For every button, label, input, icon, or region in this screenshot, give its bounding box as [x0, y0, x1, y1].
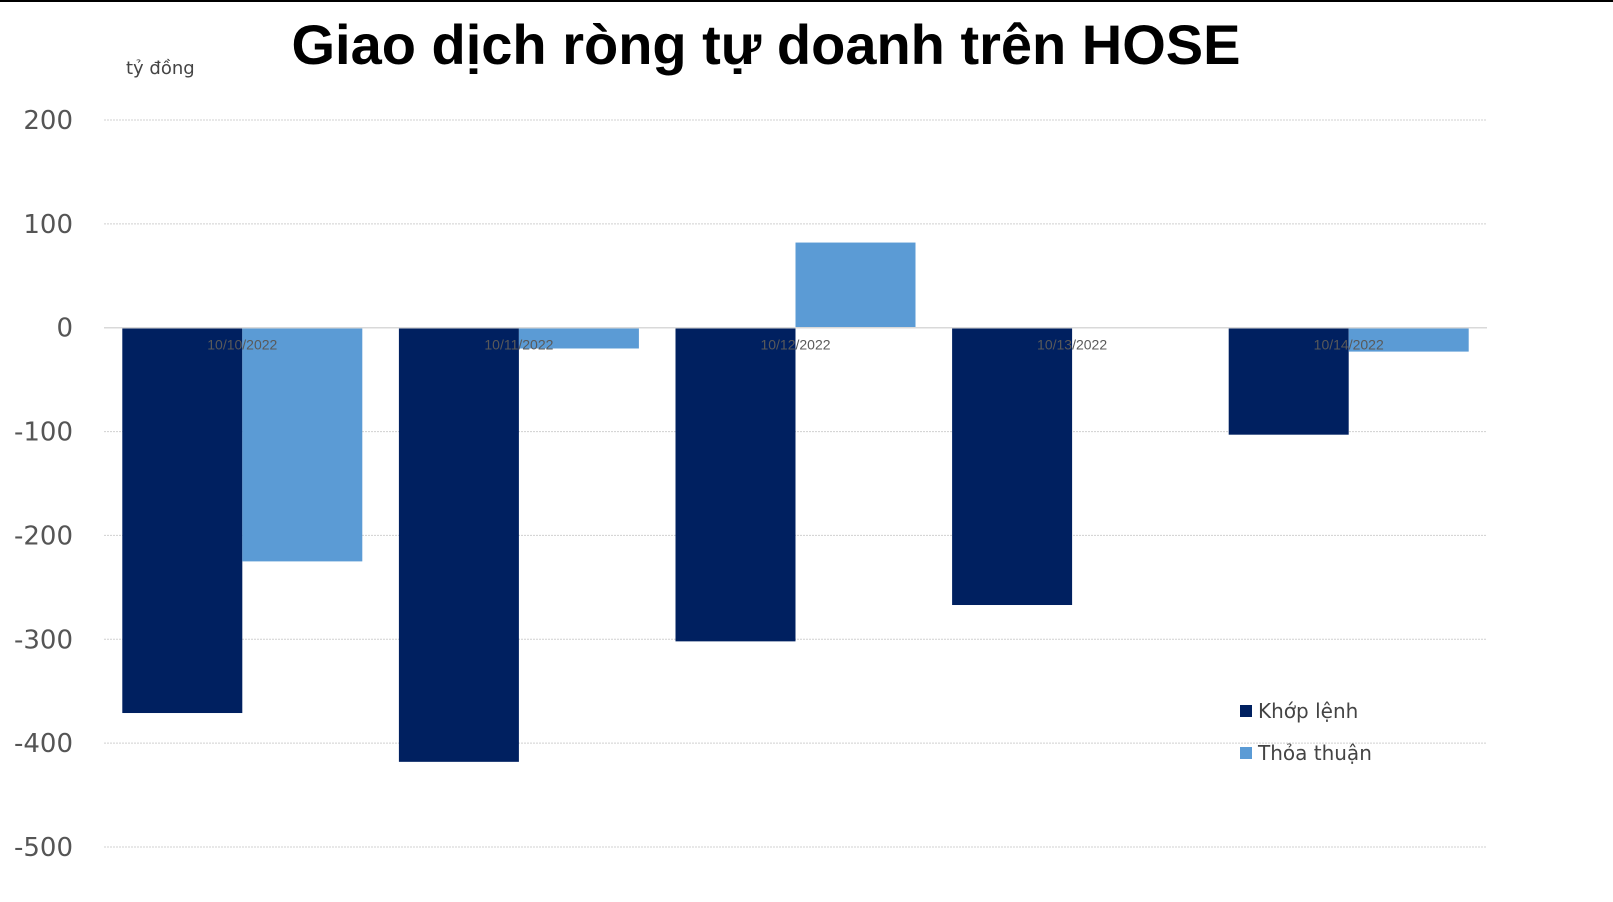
- y-tick-label: -200: [14, 521, 73, 551]
- bar-khop-lenh: [122, 327, 243, 714]
- legend-label: Khớp lệnh: [1258, 699, 1359, 723]
- bar-thoa-thuan: [795, 242, 916, 328]
- y-tick-label: -500: [14, 833, 73, 863]
- chart-title: Giao dịch ròng tự doanh trên HOSE: [291, 13, 1241, 76]
- bar-khop-lenh: [398, 327, 519, 762]
- legend-label: Thỏa thuận: [1258, 741, 1372, 765]
- x-tick-label: 10/10/2022: [207, 337, 277, 353]
- legend-item-thoa-thuan: Thỏa thuận: [1240, 741, 1372, 765]
- bar-thoa-thuan: [518, 327, 639, 349]
- y-axis-unit-label: tỷ đồng: [126, 58, 195, 79]
- bar-khop-lenh: [952, 327, 1073, 606]
- y-tick-label: -100: [14, 418, 73, 448]
- bar-khop-lenh: [675, 327, 796, 642]
- legend-item-khop-lenh: Khớp lệnh: [1240, 699, 1358, 723]
- y-tick-label: -400: [14, 729, 73, 759]
- x-tick-label: 10/11/2022: [484, 337, 553, 353]
- y-tick-label: 200: [23, 106, 73, 136]
- bar-thoa-thuan: [242, 327, 363, 562]
- y-tick-label: 0: [56, 314, 73, 344]
- bar-thoa-thuan: [1348, 327, 1469, 352]
- legend-swatch: [1240, 746, 1252, 759]
- bar-khop-lenh: [1228, 327, 1349, 435]
- y-tick-label: 100: [23, 210, 73, 240]
- x-tick-label: 10/14/2022: [1314, 337, 1384, 353]
- legend-swatch: [1240, 704, 1252, 717]
- y-tick-label: -300: [14, 625, 73, 655]
- x-tick-label: 10/13/2022: [1037, 337, 1107, 353]
- x-tick-label: 10/12/2022: [760, 337, 830, 353]
